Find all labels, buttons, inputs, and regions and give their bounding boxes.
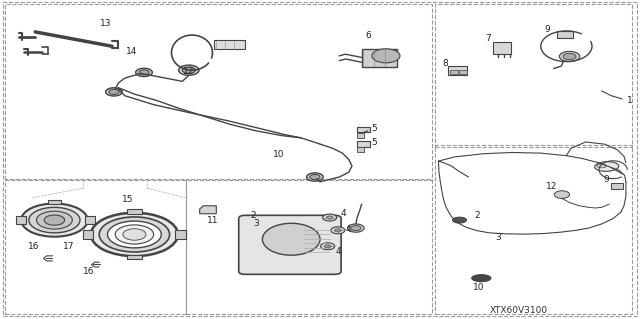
Polygon shape — [200, 206, 216, 214]
Circle shape — [123, 229, 146, 240]
Circle shape — [351, 226, 361, 231]
Text: XTX60V3100: XTX60V3100 — [490, 306, 547, 315]
Text: 13: 13 — [100, 19, 111, 28]
Circle shape — [372, 49, 400, 63]
Bar — [214, 40, 245, 49]
Circle shape — [109, 89, 119, 94]
Bar — [435, 4, 632, 147]
Text: 16: 16 — [28, 242, 39, 251]
Circle shape — [335, 229, 341, 232]
Circle shape — [310, 174, 320, 180]
Text: 5: 5 — [371, 124, 376, 133]
Bar — [85, 216, 95, 224]
Bar — [357, 133, 364, 138]
Circle shape — [563, 53, 576, 60]
Ellipse shape — [321, 243, 335, 250]
Text: 4: 4 — [335, 247, 340, 256]
Circle shape — [106, 88, 122, 96]
Circle shape — [21, 204, 88, 237]
Circle shape — [307, 173, 323, 181]
Text: 4: 4 — [341, 209, 346, 218]
Ellipse shape — [331, 227, 345, 234]
Bar — [459, 70, 467, 74]
Bar — [83, 230, 93, 239]
Text: 14: 14 — [125, 47, 137, 56]
Bar — [127, 209, 142, 214]
Text: 1: 1 — [627, 96, 633, 105]
Bar — [435, 145, 632, 314]
Circle shape — [559, 51, 580, 62]
Bar — [48, 200, 61, 204]
Text: 12: 12 — [183, 67, 195, 76]
Bar — [16, 216, 26, 224]
Circle shape — [115, 225, 154, 244]
Circle shape — [108, 221, 161, 248]
Ellipse shape — [595, 162, 619, 171]
Circle shape — [326, 216, 333, 219]
Bar — [493, 42, 511, 54]
Text: 2: 2 — [250, 211, 255, 220]
Text: 16: 16 — [83, 267, 94, 276]
Text: 10: 10 — [273, 150, 284, 159]
Ellipse shape — [596, 164, 606, 168]
Circle shape — [179, 65, 199, 75]
Text: 12: 12 — [546, 182, 557, 191]
Circle shape — [44, 215, 65, 225]
Text: 4: 4 — [346, 225, 351, 234]
Text: 5: 5 — [371, 138, 376, 147]
Text: 3: 3 — [253, 219, 259, 228]
Bar — [175, 230, 186, 239]
Bar — [357, 127, 370, 132]
Bar — [450, 70, 458, 74]
Ellipse shape — [262, 223, 320, 255]
Bar — [127, 255, 142, 259]
Ellipse shape — [452, 217, 467, 223]
Text: 10: 10 — [473, 283, 484, 292]
Bar — [5, 179, 186, 314]
Bar — [557, 31, 573, 38]
Circle shape — [348, 224, 364, 232]
Bar — [362, 49, 397, 67]
Bar — [186, 179, 432, 314]
Circle shape — [136, 68, 152, 77]
Bar — [611, 183, 623, 189]
Circle shape — [29, 207, 80, 233]
Circle shape — [182, 67, 195, 73]
Text: 9: 9 — [604, 175, 609, 184]
Circle shape — [91, 213, 178, 256]
Circle shape — [324, 245, 331, 248]
Bar — [5, 4, 432, 180]
Text: 11: 11 — [207, 216, 219, 225]
FancyBboxPatch shape — [239, 215, 341, 274]
Circle shape — [36, 211, 72, 229]
Circle shape — [554, 191, 570, 198]
Ellipse shape — [323, 214, 337, 221]
Text: 15: 15 — [122, 195, 134, 204]
Circle shape — [139, 70, 149, 75]
Bar — [448, 66, 467, 75]
Text: 8: 8 — [442, 59, 447, 68]
Bar — [357, 147, 364, 152]
Text: 6: 6 — [365, 31, 371, 40]
Text: 3: 3 — [495, 233, 500, 242]
Ellipse shape — [472, 275, 491, 282]
Text: 9: 9 — [545, 25, 550, 34]
Text: 17: 17 — [63, 242, 75, 251]
Bar — [357, 141, 370, 147]
Text: 7: 7 — [485, 34, 490, 43]
Circle shape — [99, 217, 170, 252]
Text: 2: 2 — [474, 211, 479, 220]
